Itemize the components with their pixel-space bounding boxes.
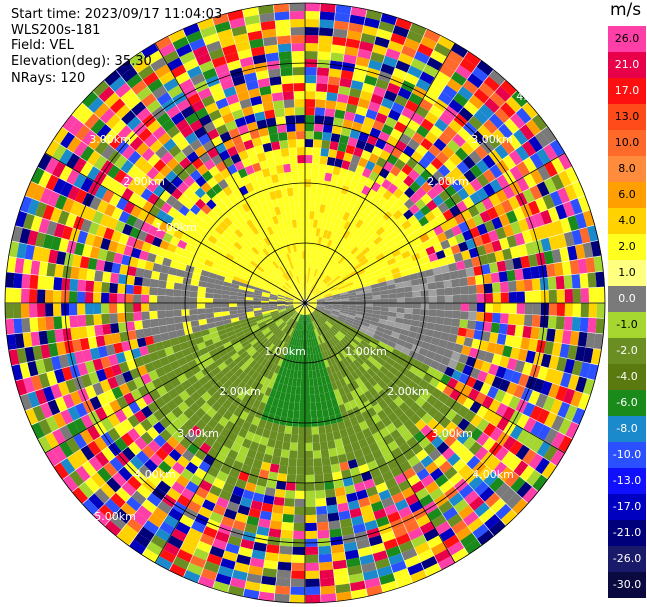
colorbar-swatch [608,286,646,313]
colorbar-swatch [608,78,646,105]
colorbar-tick-label: -10.0 [612,448,642,461]
colorbar-tick-label: 4.0 [618,214,636,227]
azimuth-spoke [304,42,456,304]
colorbar-unit: m/s [610,0,642,20]
azimuth-spoke [304,152,566,304]
start-time: Start time: 2023/09/17 11:04:03 [11,7,223,22]
colorbar-swatch [608,468,646,495]
colorbar-tick-label: 0.0 [618,292,636,305]
colorbar-tick-label: 10.0 [614,136,640,149]
colorbar-tick-label: 2.0 [618,240,636,253]
ring-label: 5.00km [94,510,136,523]
ring-label: 3.00km [177,427,219,440]
colorbar-swatch [608,260,646,287]
instrument-name: WLS200s-181 [11,23,101,38]
colorbar-tick-label: -26.0 [612,552,642,565]
azimuth-spoke [304,302,456,564]
colorbar-tick-label: 13.0 [614,110,640,123]
ring-label: 4.00km [43,90,85,103]
azimuth-spoke [304,302,566,454]
ring-label: 3.00km [431,427,473,440]
ring-label: 4.00km [516,90,558,103]
ring-label: 3.00km [89,133,131,146]
colorbar-tick-label: 21.0 [614,58,640,71]
colorbar-swatch [608,26,646,53]
colorbar-swatch [608,364,646,391]
colorbar-tick-label: 6.0 [618,188,636,201]
ring-label: 2.00km [123,175,165,188]
colorbar-swatch [608,520,646,547]
elevation: Elevation(deg): 35.30 [11,54,152,69]
colorbar-swatch [608,104,646,131]
ring-label: 2.00km [427,175,469,188]
azimuth-spoke [154,42,306,304]
colorbar-tick-label: 1.0 [618,266,636,279]
colorbar-tick-label: 26.0 [614,32,640,45]
colorbar-tick-label: -21.0 [612,526,642,539]
ring-label: 2.00km [219,385,261,398]
colorbar-tick-label: -2.0 [616,344,638,357]
colorbar-swatch [608,130,646,157]
colorbar-swatch [608,312,646,339]
colorbar-swatch [608,338,646,365]
ring-label: 3.00km [471,133,513,146]
ring-label: 1.00km [345,345,387,358]
colorbar-tick-label: 17.0 [614,84,640,97]
colorbar-tick-label: -4.0 [616,370,638,383]
colorbar-swatch [608,52,646,79]
colorbar-swatch [608,572,646,598]
colorbar [608,26,646,598]
colorbar-swatch [608,182,646,209]
colorbar-swatch [608,156,646,183]
colorbar-tick-label: 8.0 [618,162,636,175]
colorbar-swatch [608,546,646,573]
colorbar-tick-label: -8.0 [616,422,638,435]
field-name: Field: VEL [11,38,74,53]
colorbar-swatch [608,234,646,261]
ring-label: 5.00km [9,510,51,523]
azimuth-spoke [44,152,306,304]
azimuth-spoke [154,302,306,564]
ring-label: 2.00km [387,385,429,398]
colorbar-swatch [608,442,646,469]
ring-label: 1.00km [155,221,197,234]
colorbar-tick-label: -1.0 [616,318,638,331]
colorbar-tick-label: -17.0 [612,500,642,513]
nrays: NRays: 120 [11,71,86,86]
azimuth-spoke [44,302,306,454]
colorbar-tick-label: -30.0 [612,578,642,591]
colorbar-swatch [608,416,646,443]
ring-label: 4.00km [472,468,514,481]
colorbar-swatch [608,494,646,521]
colorbar-swatch [608,390,646,417]
ring-label: 4.00km [134,468,176,481]
ring-label: 1.00km [264,345,306,358]
colorbar-tick-label: -6.0 [616,396,638,409]
colorbar-swatch [608,208,646,235]
colorbar-tick-label: -13.0 [612,474,642,487]
